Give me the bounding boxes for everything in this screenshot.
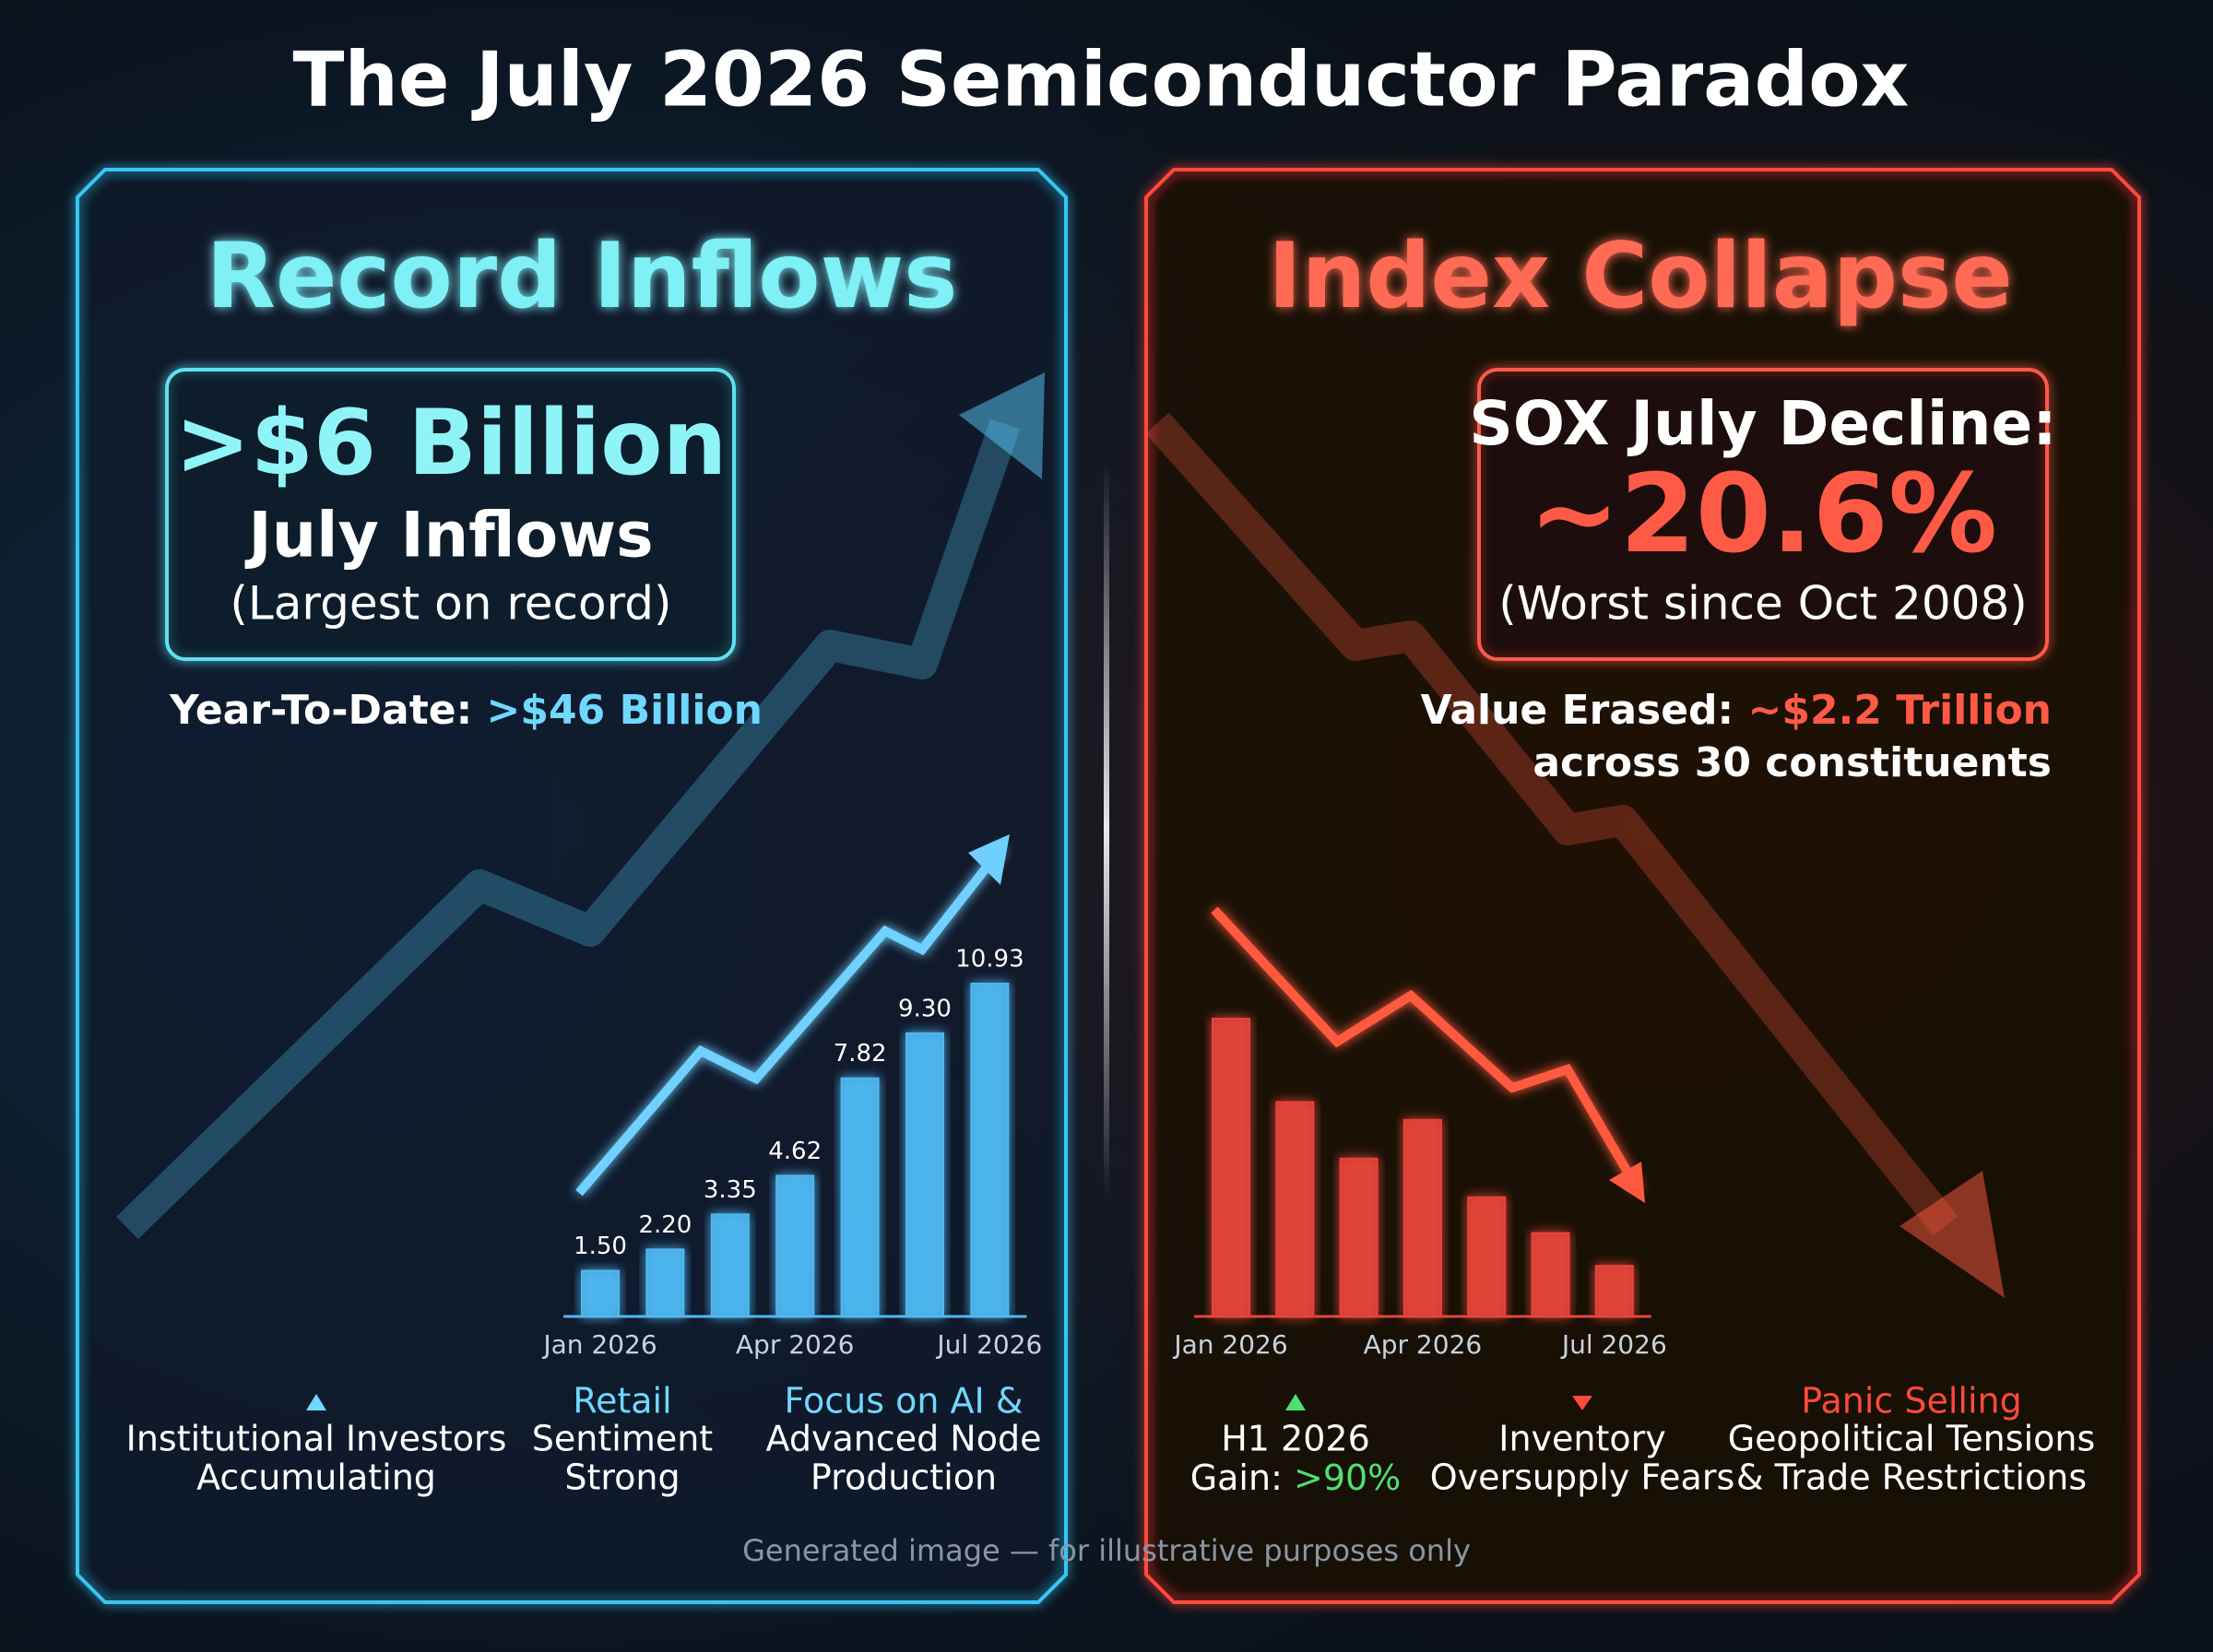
down-icon — [1572, 1396, 1592, 1410]
note-line: Strong — [564, 1457, 680, 1498]
note-line: Oversupply Fears — [1430, 1457, 1735, 1498]
value-label: 10.93 — [955, 946, 1024, 974]
x-tick-label: Jul 2026 — [1560, 1329, 1667, 1360]
bar — [1594, 1265, 1634, 1317]
bar — [1531, 1232, 1570, 1318]
erased-note: across 30 constituents — [1533, 739, 2052, 786]
big-arrow-down — [1145, 412, 1959, 1236]
x-tick-label: Jul 2026 — [935, 1329, 1042, 1360]
bar — [775, 1174, 815, 1317]
note-line: Sentiment — [532, 1419, 713, 1459]
value-label: 9.30 — [898, 995, 952, 1022]
up-icon — [306, 1394, 326, 1410]
bar — [970, 983, 1010, 1317]
right-headline: SOX July Decline: — [1469, 388, 2056, 459]
right-heading: Index Collapse — [1268, 224, 2013, 329]
x-tick-label: Apr 2026 — [736, 1329, 855, 1360]
ytd-label: Year-To-Date: — [169, 687, 472, 734]
left-headline: >$6 Billion — [175, 391, 728, 496]
note-highlight: Focus on AI & — [785, 1381, 1024, 1422]
value-label: 2.20 — [638, 1211, 692, 1239]
note-highlight: Retail — [573, 1381, 671, 1422]
value-label: 7.82 — [834, 1040, 887, 1068]
left-heading: Record Inflows — [206, 224, 957, 329]
bar — [1212, 1018, 1250, 1317]
title: The July 2026 Semiconductor Paradox — [293, 36, 1910, 124]
erased: Value Erased: ~$2.2 Trillion — [1421, 687, 2052, 734]
bar — [905, 1032, 944, 1317]
note-line: Production — [811, 1457, 997, 1498]
right-callout-note: (Worst since Oct 2008) — [1498, 577, 2028, 631]
big-arrow-head — [959, 372, 1045, 479]
up-icon — [1285, 1394, 1306, 1410]
bar — [1467, 1196, 1507, 1318]
note-line: Gain: — [1190, 1457, 1283, 1498]
note-line: Institutional Investors — [126, 1419, 507, 1459]
note-line: Gain: >90% — [1190, 1457, 1402, 1498]
value-label: 3.35 — [704, 1176, 757, 1204]
x-tick-label: Jan 2026 — [1172, 1329, 1287, 1360]
note-line: Accumulating — [196, 1457, 436, 1498]
left-callout-note: (Largest on record) — [230, 577, 671, 631]
erased-label: Value Erased: — [1421, 687, 1734, 734]
bar — [840, 1077, 880, 1318]
right-subhead: ~20.6% — [1529, 450, 1997, 577]
divider — [1104, 461, 1109, 1198]
trend-arrow-down — [1211, 906, 1642, 1192]
value-label: 1.50 — [574, 1233, 627, 1260]
note-line: Geopolitical Tensions — [1728, 1419, 2096, 1459]
x-tick-label: Jan 2026 — [541, 1329, 657, 1360]
trend-arrow-head — [968, 834, 1010, 885]
footer: Generated image — for illustrative purpo… — [742, 1533, 1471, 1568]
bar — [1402, 1118, 1442, 1317]
bar — [581, 1269, 620, 1317]
value-label: 4.62 — [768, 1138, 822, 1165]
note-highlight: >90% — [1294, 1457, 1401, 1498]
bar — [710, 1213, 750, 1317]
note-highlight: Panic Selling — [1801, 1381, 2022, 1422]
left-callout-box — [165, 368, 736, 661]
left-subhead: July Inflows — [244, 500, 653, 572]
trend-arrow — [575, 844, 1006, 1197]
ytd-value: >$46 Billion — [487, 687, 763, 734]
note-line: Inventory — [1498, 1419, 1666, 1459]
note-line: H1 2026 — [1221, 1419, 1370, 1459]
right-callout-box — [1477, 368, 2049, 661]
x-tick-label: Apr 2026 — [1364, 1329, 1483, 1360]
note-line: & Trade Restrictions — [1736, 1457, 2087, 1498]
ytd: Year-To-Date: >$46 Billion — [169, 687, 763, 734]
trend-arrow-down-head — [1609, 1162, 1645, 1203]
bar — [645, 1248, 685, 1318]
note-line: Advanced Node — [766, 1419, 1042, 1459]
erased-value: ~$2.2 Trillion — [1747, 687, 2052, 734]
big-arrow-down-head — [1899, 1171, 2005, 1298]
bar — [1339, 1157, 1379, 1318]
bar — [1275, 1101, 1315, 1317]
big-arrow — [116, 419, 1021, 1240]
